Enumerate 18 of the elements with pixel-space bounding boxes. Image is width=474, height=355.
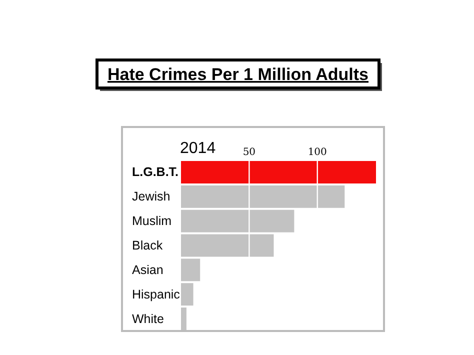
chart-title: Hate Crimes Per 1 Million Adults — [107, 65, 369, 84]
y-tick-label: Jewish — [132, 190, 170, 204]
y-tick-label: Black — [132, 238, 164, 252]
bar — [181, 161, 376, 184]
y-tick-label: Hispanic — [132, 287, 180, 302]
bar — [181, 258, 200, 282]
y-tick-label: L.G.B.T. — [132, 165, 179, 180]
y-tick-label: Muslim — [132, 214, 172, 228]
chart-subtitle: 2014 — [180, 140, 216, 157]
x-tick-label: 100 — [308, 147, 327, 158]
bar — [181, 185, 345, 208]
y-tick-label: Asian — [132, 262, 164, 277]
x-tick-label: 50 — [242, 147, 256, 158]
bar — [181, 234, 274, 257]
bar — [181, 283, 194, 306]
bar — [181, 308, 186, 330]
y-tick-label: White — [132, 312, 164, 326]
bar — [181, 210, 294, 232]
